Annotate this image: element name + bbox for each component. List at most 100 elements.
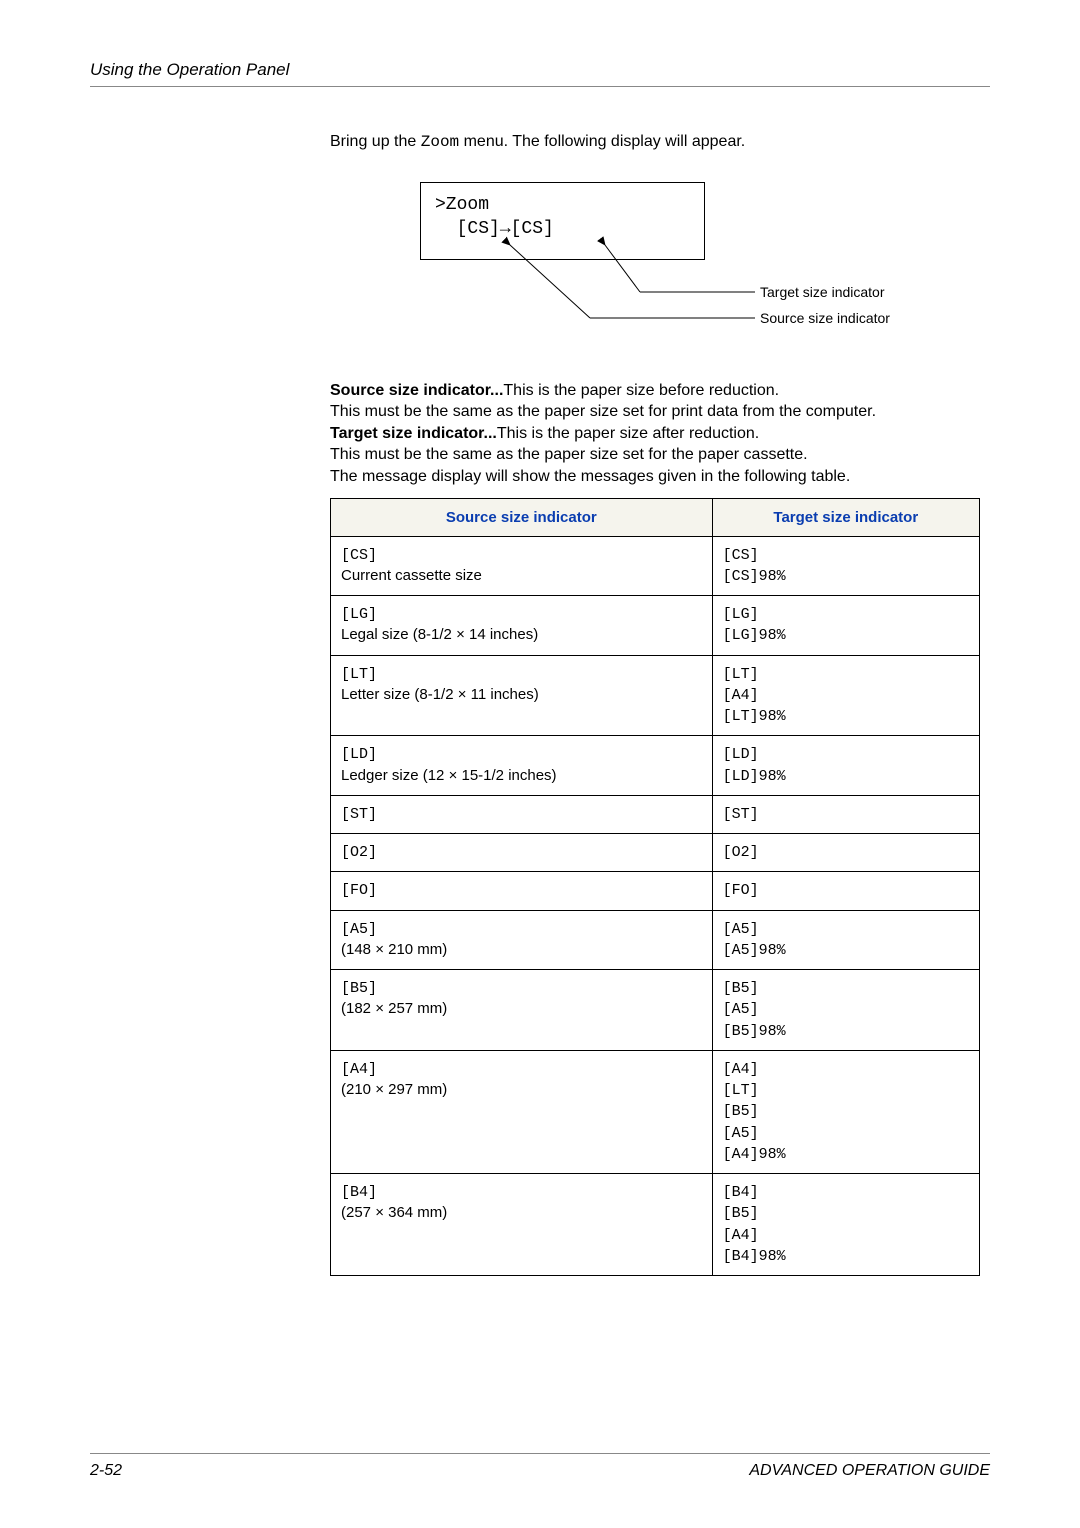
target-code: [B5] [723,1205,759,1222]
target-cell: [ST] [712,795,979,833]
source-code: [CS] [341,547,377,564]
target-code: [LG]98% [723,627,786,644]
target-code: [A5] [723,1125,759,1142]
source-cell: [LG] Legal size (8-1/2 × 14 inches) [331,596,713,656]
target-cell: [B5] [A5] [B5]98% [712,970,979,1051]
target-code: [CS]98% [723,568,786,585]
target-code: [A5] [723,921,759,938]
source-desc: Legal size (8-1/2 × 14 inches) [341,626,538,643]
source-desc: Current cassette size [341,567,482,584]
source-cell: [B4] (257 × 364 mm) [331,1174,713,1276]
target-size-label: Target size indicator... [330,425,497,442]
table-row: [LT]Letter size (8-1/2 × 11 inches)[LT][… [331,655,980,736]
source-code: [O2] [341,844,377,861]
source-desc: (210 × 297 mm) [341,1081,447,1098]
table-row: [B4] (257 × 364 mm) [B4] [B5] [A4] [B4]98% [331,1174,980,1276]
source-code: [LD] [341,746,377,763]
source-size-label: Source size indicator... [330,382,503,399]
intro-paragraph: Bring up the Zoom menu. The following di… [330,131,980,154]
source-callout-label: Source size indicator [760,310,890,326]
table-row: [LG]Legal size (8-1/2 × 14 inches)[LG][L… [331,596,980,656]
source-desc: Ledger size (12 × 15-1/2 inches) [341,767,557,784]
target-code: [B4]98% [723,1248,786,1265]
target-code: [LG] [723,606,759,623]
source-cell: [O2] [331,834,713,872]
target-code: [LT] [723,1082,759,1099]
source-size-text1: This is the paper size before reduction. [503,382,779,399]
source-cell: [A5] (148 × 210 mm) [331,910,713,970]
intro-pre: Bring up the [330,133,421,150]
source-code: [B4] [341,1184,377,1201]
page-footer: 2-52 ADVANCED OPERATION GUIDE [90,1453,990,1480]
target-cell: [B4] [B5] [A4] [B4]98% [712,1174,979,1276]
target-code: [ST] [723,806,759,823]
table-row: [A4] (210 × 297 mm) [A4] [LT] [B5] [A5] [A4]98… [331,1050,980,1173]
size-indicator-table: Source size indicator Target size indica… [330,498,980,1277]
target-code: [A4] [723,1227,759,1244]
table-row: [O2] [O2] [331,834,980,872]
table-row: [LD]Ledger size (12 × 15-1/2 inches)[LD]… [331,736,980,796]
target-cell: [LD] [LD]98% [712,736,979,796]
target-code: [B5]98% [723,1023,786,1040]
target-code: [CS] [723,547,759,564]
target-cell: [A4] [LT] [B5] [A5] [A4]98% [712,1050,979,1173]
target-code: [A4]98% [723,1146,786,1163]
source-desc: (182 × 257 mm) [341,1000,447,1017]
callout-lines [420,182,980,352]
source-cell: [B5] (182 × 257 mm) [331,970,713,1051]
table-intro-text: The message display will show the messag… [330,468,850,485]
table-row: [FO] [FO] [331,872,980,910]
source-desc: Letter size (8-1/2 × 11 inches) [341,686,539,703]
table-row: [CS] Current cassette size [CS] [CS]98% [331,536,980,596]
target-code: [LT]98% [723,708,786,725]
target-size-text2: This must be the same as the paper size … [330,446,808,463]
source-code: [LG] [341,606,377,623]
source-desc: (257 × 364 mm) [341,1204,447,1221]
source-code: [FO] [341,882,377,899]
target-code: [B5] [723,1103,759,1120]
col2-header: Target size indicator [712,498,979,536]
col1-header: Source size indicator [331,498,713,536]
target-code: [FO] [723,882,759,899]
table-row: [ST] [ST] [331,795,980,833]
target-code: [LT] [723,666,759,683]
guide-title: ADVANCED OPERATION GUIDE [749,1462,990,1480]
target-code: [A4] [723,1061,759,1078]
table-row: [B5] (182 × 257 mm) [B5] [A5] [B5]98% [331,970,980,1051]
target-code: [A4] [723,687,759,704]
source-code: [A4] [341,1061,377,1078]
target-code: [B4] [723,1184,759,1201]
target-code: [LD] [723,746,759,763]
target-code: [A5] [723,1001,759,1018]
source-cell: [CS] Current cassette size [331,536,713,596]
source-cell: [ST] [331,795,713,833]
source-code: [ST] [341,806,377,823]
target-code: [LD]98% [723,768,786,785]
target-cell: [FO] [712,872,979,910]
source-code: [A5] [341,921,377,938]
target-code: [O2] [723,844,759,861]
footer-divider [90,1453,990,1454]
description-block: Source size indicator...This is the pape… [330,380,980,488]
running-header: Using the Operation Panel [90,60,990,80]
page-number: 2-52 [90,1462,122,1480]
source-cell: [A4] (210 × 297 mm) [331,1050,713,1173]
target-code: [B5] [723,980,759,997]
table-header-row: Source size indicator Target size indica… [331,498,980,536]
source-cell: [LD] Ledger size (12 × 15-1/2 inches) [331,736,713,796]
source-code: [B5] [341,980,377,997]
target-cell: [LG] [LG]98% [712,596,979,656]
target-callout-label: Target size indicator [760,284,885,300]
zoom-diagram: >Zoom [CS]→[CS] Target size indicato [420,182,980,352]
target-code: [A5]98% [723,942,786,959]
source-size-text2: This must be the same as the paper size … [330,403,876,420]
table-row: [A5] (148 × 210 mm) [A5] [A5]98% [331,910,980,970]
source-cell: [LT] Letter size (8-1/2 × 11 inches) [331,655,713,736]
intro-post: menu. The following display will appear. [459,133,745,150]
target-cell: [A5] [A5]98% [712,910,979,970]
source-desc: (148 × 210 mm) [341,941,447,958]
source-code: [LT] [341,666,377,683]
target-size-text1: This is the paper size after reduction. [497,425,759,442]
target-cell: [LT] [A4] [LT]98% [712,655,979,736]
intro-code: Zoom [421,133,459,151]
